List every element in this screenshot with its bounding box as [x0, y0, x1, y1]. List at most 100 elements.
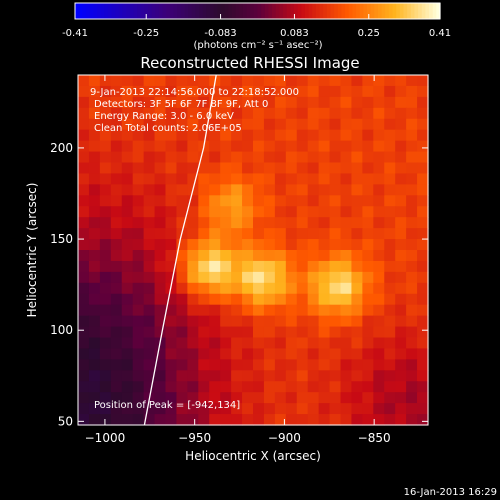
heatmap-cell [253, 260, 265, 273]
heatmap-cell [318, 370, 331, 382]
heatmap-cell [362, 293, 374, 306]
heatmap-cell [143, 107, 156, 120]
heatmap-cell [121, 315, 134, 328]
heatmap-cell [329, 217, 342, 229]
heatmap-cell [209, 304, 221, 317]
annotation-clean-counts: Clean Total counts: 2.06E+05 [94, 123, 242, 134]
heatmap-cell [176, 140, 188, 153]
colorbar-segment [374, 3, 379, 19]
heatmap-cell [176, 293, 188, 306]
heatmap-cell [242, 162, 254, 175]
heatmap-cell [110, 282, 123, 295]
heatmap-cell [296, 359, 309, 371]
heatmap-cell [318, 239, 331, 251]
heatmap-cell [110, 271, 123, 284]
heatmap-cell [99, 250, 112, 262]
heatmap-cell [384, 85, 396, 98]
heatmap-cell [132, 403, 145, 415]
heatmap-cell [253, 151, 265, 164]
heatmap-cell [285, 206, 298, 218]
heatmap-cell [307, 140, 320, 153]
heatmap-cell [78, 359, 90, 371]
heatmap-cell [88, 239, 101, 251]
heatmap-cell [99, 392, 112, 404]
colorbar-segment [283, 3, 288, 19]
colorbar-segment [257, 3, 262, 19]
heatmap-cell [99, 107, 112, 120]
heatmap-cell [242, 337, 254, 350]
heatmap-cell [406, 381, 418, 393]
heatmap-cell [143, 162, 156, 175]
heatmap-cell [176, 85, 188, 98]
heatmap-cell [165, 75, 178, 87]
heatmap-cell [263, 140, 276, 153]
heatmap-cell [263, 381, 276, 393]
heatmap-cell [274, 250, 287, 262]
heatmap-cell [242, 96, 254, 109]
heatmap-cell [263, 271, 276, 284]
heatmap-cell [296, 206, 309, 218]
heatmap-cell [384, 293, 396, 306]
heatmap-cell [154, 315, 167, 328]
heatmap-cell [176, 315, 188, 328]
heatmap-cell [143, 370, 156, 382]
heatmap-cell [263, 228, 276, 240]
heatmap-cell [285, 151, 298, 164]
heatmap-cell [198, 96, 210, 109]
annotation-detectors: Detectors: 3F 5F 6F 7F 8F 9F, Att 0 [94, 99, 268, 110]
heatmap-cell [373, 206, 385, 218]
y-tick-label: 50 [58, 414, 73, 428]
heatmap-cell [78, 206, 90, 218]
heatmap-cell [253, 107, 265, 120]
heatmap-cell [417, 239, 429, 251]
colorbar-segment [363, 3, 368, 19]
heatmap-cell [132, 414, 145, 426]
heatmap-cell [165, 392, 178, 404]
heatmap-cell [209, 293, 221, 306]
heatmap-cell [110, 315, 123, 328]
heatmap-cell [296, 118, 309, 131]
heatmap-cell [384, 75, 396, 87]
colorbar-segment [312, 3, 317, 19]
colorbar-segment [385, 3, 390, 19]
heatmap-cell [176, 173, 188, 185]
heatmap-cell [220, 250, 232, 262]
heatmap-cell [176, 381, 188, 393]
heatmap-cell [132, 315, 145, 328]
heatmap-cell [176, 129, 188, 142]
heatmap-cell [242, 140, 254, 153]
heatmap-cell [263, 359, 276, 371]
heatmap-cell [384, 118, 396, 131]
heatmap-cell [242, 250, 254, 262]
heatmap-cell [187, 315, 199, 328]
heatmap-cell [242, 414, 254, 426]
heatmap-cell [99, 173, 112, 185]
heatmap-cell [296, 271, 309, 284]
heatmap-cell [417, 195, 429, 207]
heatmap-cell [285, 118, 298, 131]
heatmap-cell [220, 151, 232, 164]
heatmap-cell [263, 162, 276, 175]
heatmap-cell [78, 129, 90, 142]
heatmap-cell [351, 217, 363, 229]
heatmap-cell [143, 348, 156, 360]
heatmap-cell [307, 151, 320, 164]
heatmap-cell [285, 96, 298, 109]
heatmap-cell [318, 359, 331, 371]
heatmap-cell [143, 414, 156, 426]
heatmap-cell [373, 260, 385, 273]
heatmap-cell [274, 195, 287, 207]
heatmap-cell [220, 118, 232, 131]
heatmap-cell [296, 151, 309, 164]
heatmap-cell [395, 195, 407, 207]
heatmap-cell [209, 250, 221, 262]
heatmap-cell [307, 392, 320, 404]
heatmap-cell [417, 151, 429, 164]
heatmap-cell [88, 260, 101, 273]
heatmap-cell [351, 359, 363, 371]
heatmap-cell [296, 140, 309, 153]
heatmap-cell [187, 107, 199, 120]
heatmap-cell [340, 129, 353, 142]
heatmap-cell [143, 403, 156, 415]
